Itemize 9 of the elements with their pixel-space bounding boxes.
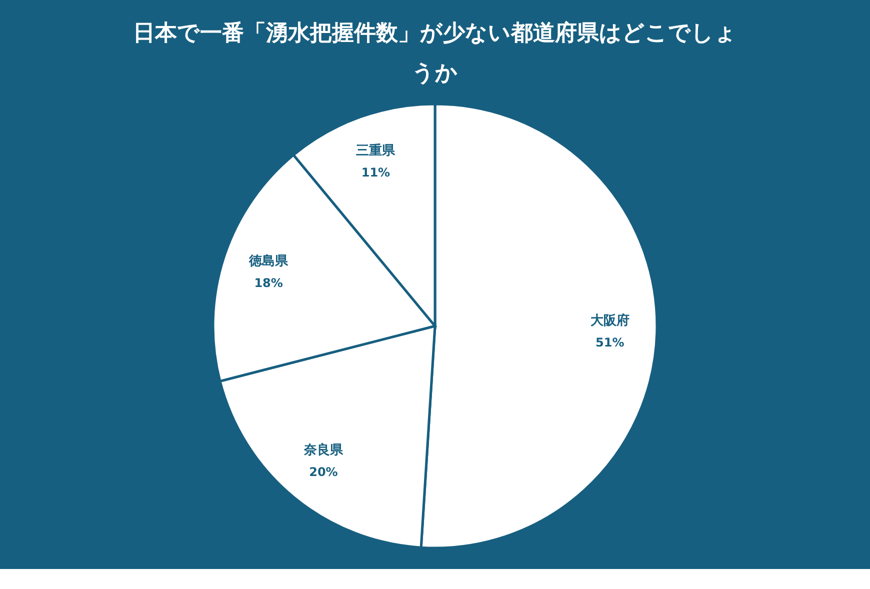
chart-title: 日本で一番「湧水把握件数」が少ない都道府県はどこでしょうか (133, 20, 737, 86)
data-label: 11% (361, 165, 390, 180)
slice-label: 奈良県 (302, 442, 344, 458)
data-label: 51% (596, 335, 624, 350)
slice-label: 大阪府 (590, 312, 630, 328)
data-label: 18% (254, 276, 283, 290)
slice-label: 徳島県 (248, 252, 290, 269)
slice-label: 三重県 (356, 142, 396, 158)
data-label: 20% (309, 464, 338, 479)
